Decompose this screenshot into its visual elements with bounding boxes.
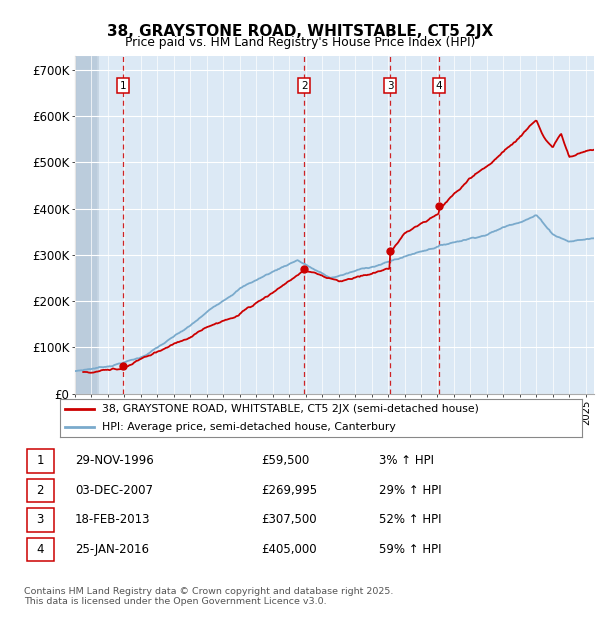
Text: 52% ↑ HPI: 52% ↑ HPI	[379, 513, 442, 526]
Point	[118, 361, 128, 371]
Bar	[75, 56, 97, 394]
Text: 1: 1	[37, 454, 44, 467]
Text: 03-DEC-2007: 03-DEC-2007	[75, 484, 153, 497]
Point	[299, 264, 309, 273]
Text: £269,995: £269,995	[261, 484, 317, 497]
Text: 25-JAN-2016: 25-JAN-2016	[75, 543, 149, 556]
Text: 59% ↑ HPI: 59% ↑ HPI	[379, 543, 442, 556]
Text: 3: 3	[387, 81, 394, 91]
Text: Contains HM Land Registry data © Crown copyright and database right 2025.
This d: Contains HM Land Registry data © Crown c…	[24, 587, 394, 606]
Text: 38, GRAYSTONE ROAD, WHITSTABLE, CT5 2JX (semi-detached house): 38, GRAYSTONE ROAD, WHITSTABLE, CT5 2JX …	[102, 404, 479, 414]
Text: HPI: Average price, semi-detached house, Canterbury: HPI: Average price, semi-detached house,…	[102, 422, 395, 433]
Text: 18-FEB-2013: 18-FEB-2013	[75, 513, 150, 526]
Text: Price paid vs. HM Land Registry's House Price Index (HPI): Price paid vs. HM Land Registry's House …	[125, 36, 475, 49]
FancyBboxPatch shape	[27, 538, 54, 561]
Text: £405,000: £405,000	[261, 543, 317, 556]
Text: 2: 2	[301, 81, 308, 91]
Text: 3% ↑ HPI: 3% ↑ HPI	[379, 454, 434, 467]
Text: 1: 1	[119, 81, 126, 91]
Text: £59,500: £59,500	[261, 454, 309, 467]
FancyBboxPatch shape	[27, 479, 54, 502]
Text: 29-NOV-1996: 29-NOV-1996	[75, 454, 154, 467]
Text: 4: 4	[37, 543, 44, 556]
Text: 29% ↑ HPI: 29% ↑ HPI	[379, 484, 442, 497]
Point	[385, 246, 395, 256]
Text: £307,500: £307,500	[261, 513, 317, 526]
Text: 4: 4	[436, 81, 442, 91]
Text: 38, GRAYSTONE ROAD, WHITSTABLE, CT5 2JX: 38, GRAYSTONE ROAD, WHITSTABLE, CT5 2JX	[107, 24, 493, 38]
Text: 2: 2	[37, 484, 44, 497]
Point	[434, 202, 443, 211]
Text: 3: 3	[37, 513, 44, 526]
FancyBboxPatch shape	[27, 508, 54, 532]
FancyBboxPatch shape	[27, 449, 54, 472]
